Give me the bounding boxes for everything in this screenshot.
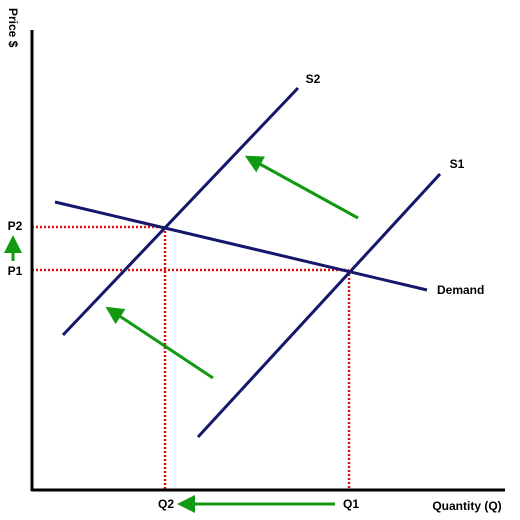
p1-label: P1 <box>8 264 23 278</box>
supply-1-label: S1 <box>450 157 465 171</box>
p2-label: P2 <box>8 219 23 233</box>
shift-arrow <box>105 306 214 380</box>
q1-label: Q1 <box>343 497 359 511</box>
y-axis-label: Price $ <box>6 8 20 48</box>
shift-arrow <box>244 155 359 220</box>
demand-curve <box>54 200 428 292</box>
supply-2-label: S2 <box>306 72 321 86</box>
x-axis-label: Quantity (Q) <box>432 499 501 513</box>
q2-label: Q2 <box>158 497 174 511</box>
supply-2-curve <box>61 86 300 337</box>
supply-1-curve <box>196 172 442 439</box>
demand-label: Demand <box>437 283 484 297</box>
